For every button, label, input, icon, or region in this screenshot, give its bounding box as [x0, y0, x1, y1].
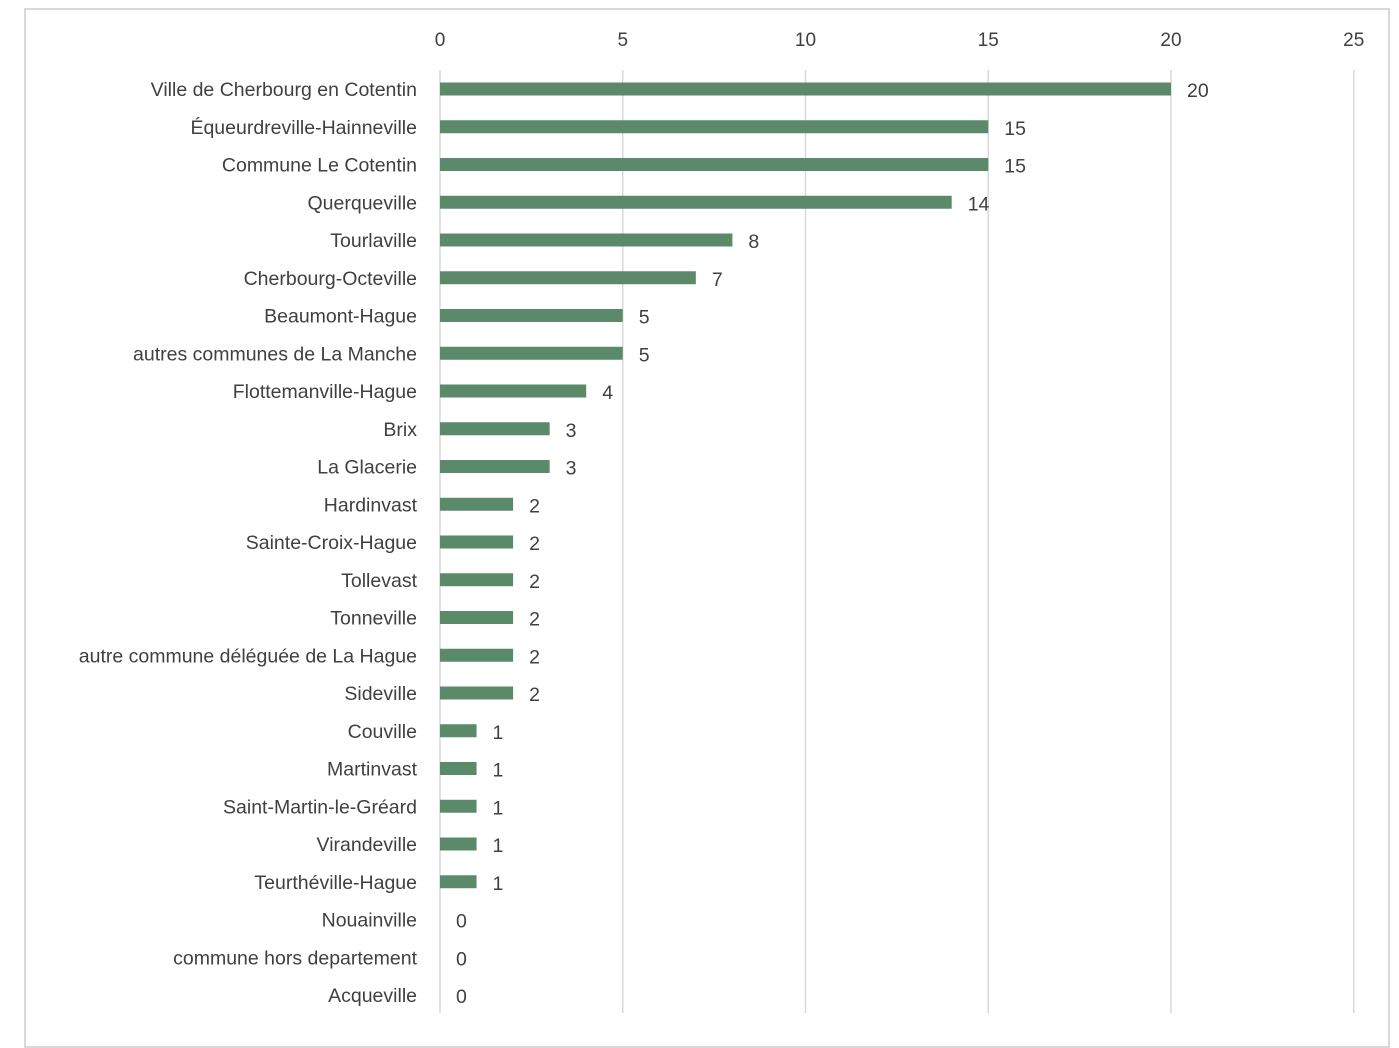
category-label: Beaumont-Hague [264, 306, 417, 328]
category-label: Tourlaville [330, 230, 417, 252]
data-labels: 20 15 15 14 8 7 5 5 4 3 3 2 2 2 2 2 2 1 1 1 1 1 0 0 0 [456, 80, 1209, 1008]
x-tick-label: 5 [617, 30, 628, 51]
category-label: Querqueville [308, 192, 417, 214]
category-label: La Glacerie [317, 457, 417, 479]
bar [440, 648, 514, 662]
data-label: 3 [566, 458, 577, 480]
data-label: 1 [493, 873, 504, 895]
bar [440, 346, 623, 360]
gridlines [439, 70, 1355, 1013]
data-label: 20 [1187, 80, 1209, 102]
bar [440, 762, 477, 775]
data-label: 0 [456, 948, 467, 970]
bar [440, 309, 623, 322]
data-label: 3 [566, 420, 577, 442]
category-label: Équeurdreville-Hainneville [190, 116, 417, 139]
category-label: Sainte-Croix-Hague [246, 532, 417, 554]
category-label: Tollevast [341, 570, 417, 592]
data-label: 4 [602, 382, 613, 404]
data-label: 0 [456, 986, 467, 1008]
category-label: Virandeville [317, 834, 417, 856]
data-label: 5 [639, 307, 650, 329]
x-tick-label: 10 [795, 30, 816, 51]
bar [440, 233, 733, 247]
bar [440, 875, 477, 889]
bar [440, 384, 587, 398]
data-label: 2 [529, 684, 540, 706]
x-axis-ticks: 0 5 10 15 20 25 [435, 30, 1365, 51]
category-label: Sideville [344, 683, 417, 705]
bar [440, 724, 477, 738]
category-label: Tonneville [330, 608, 417, 630]
x-tick-label: 15 [978, 30, 999, 51]
data-label: 14 [968, 193, 990, 215]
bar [440, 686, 514, 700]
category-label: Brix [383, 419, 417, 441]
data-label: 15 [1004, 118, 1026, 140]
chart-frame [24, 8, 1390, 1048]
bar [440, 120, 989, 134]
data-label: 0 [456, 911, 467, 933]
bar [440, 158, 989, 171]
bar [440, 195, 952, 209]
category-label: autre commune déléguée de La Hague [79, 645, 417, 667]
bar [440, 573, 514, 587]
bar [440, 497, 514, 511]
data-label: 2 [529, 571, 540, 593]
data-label: 1 [493, 760, 504, 782]
bar [440, 799, 477, 813]
x-tick-label: 25 [1343, 30, 1364, 51]
category-label: Saint-Martin-le-Gréard [223, 796, 417, 818]
category-labels: Ville de Cherbourg en Cotentin Équeurdrev… [79, 79, 418, 1007]
bar [440, 82, 1171, 96]
category-label: Acqueville [328, 985, 417, 1007]
category-label: Martinvast [327, 759, 418, 781]
category-label: autres communes de La Manche [133, 343, 417, 365]
bar [440, 422, 550, 436]
category-label: Ville de Cherbourg en Cotentin [151, 79, 417, 101]
bar [440, 535, 514, 549]
category-label: Flottemanville-Hague [233, 381, 417, 403]
data-label: 1 [493, 835, 504, 857]
data-label: 8 [748, 231, 759, 253]
bars [440, 82, 1171, 889]
data-label: 1 [493, 722, 504, 744]
category-label: commune hors departement [173, 947, 417, 969]
category-label: Commune Le Cotentin [222, 155, 417, 177]
data-label: 2 [529, 533, 540, 555]
data-label: 2 [529, 495, 540, 517]
category-label: Teurthéville-Hague [254, 872, 417, 894]
bar [440, 837, 477, 851]
category-label: Nouainville [322, 910, 417, 932]
category-label: Hardinvast [324, 494, 418, 516]
data-label: 7 [712, 269, 723, 291]
data-label: 15 [1004, 156, 1026, 178]
bar [440, 271, 696, 285]
bar [440, 611, 514, 624]
x-tick-label: 20 [1160, 30, 1181, 51]
data-label: 2 [529, 646, 540, 668]
category-label: Cherbourg-Octeville [244, 268, 417, 290]
data-label: 2 [529, 609, 540, 631]
data-label: 5 [639, 344, 650, 366]
data-label: 1 [493, 797, 504, 819]
category-label: Couville [348, 721, 417, 743]
x-tick-label: 0 [435, 30, 446, 51]
bar [440, 460, 550, 473]
